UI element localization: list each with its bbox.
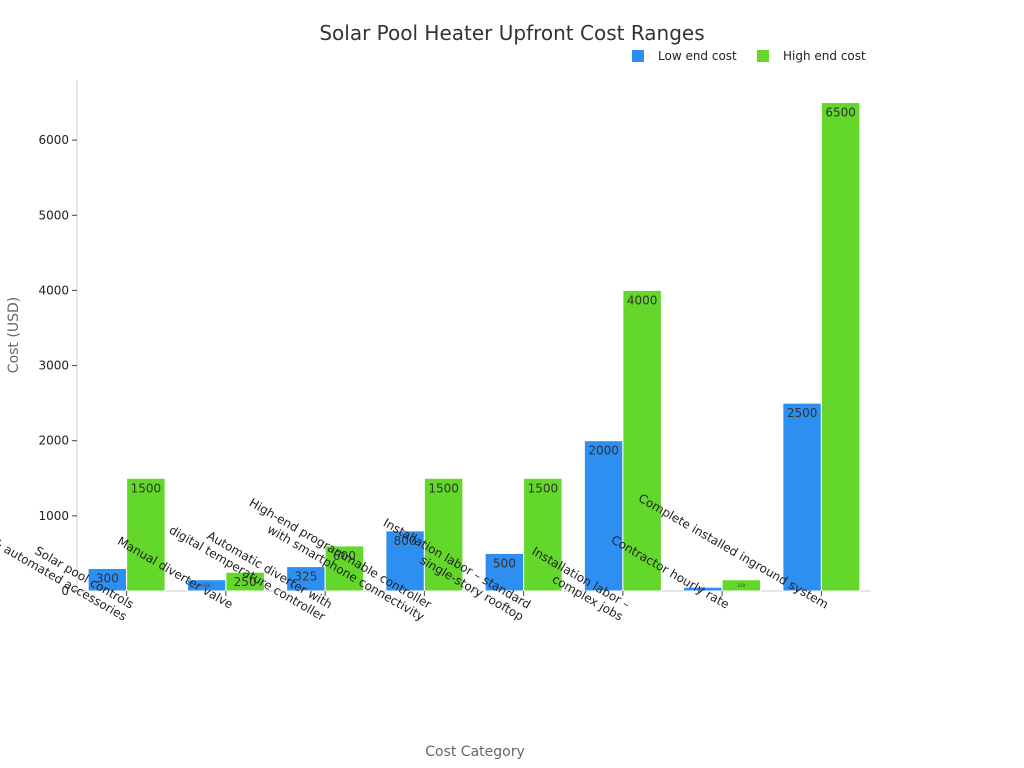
legend-swatch <box>757 50 769 62</box>
data-label: 150 <box>203 583 211 588</box>
bar <box>324 545 365 592</box>
y-axis-title: Cost (USD) <box>6 297 22 373</box>
data-label: 600 <box>333 549 356 563</box>
bar <box>583 440 624 592</box>
data-label: 150 <box>738 583 746 588</box>
bar <box>225 571 265 592</box>
bar <box>523 477 563 592</box>
data-label: 50 <box>700 587 706 592</box>
y-tick-label: 6000 <box>38 133 69 147</box>
data-label: 250 <box>234 575 257 589</box>
bar <box>126 477 166 592</box>
data-label: 325 <box>294 570 317 584</box>
data-label: 1500 <box>131 481 162 495</box>
data-label: 1500 <box>428 481 459 495</box>
x-axis-title: Cost Category <box>425 744 525 760</box>
data-label: 1500 <box>528 481 559 495</box>
bar <box>820 102 861 592</box>
data-label: 500 <box>493 556 516 570</box>
legend: Low end cost High end cost <box>632 49 866 63</box>
data-label: 4000 <box>627 293 658 307</box>
data-label: 2000 <box>588 444 619 458</box>
bar <box>385 530 425 592</box>
data-label: 2500 <box>787 406 818 420</box>
legend-label: High end cost <box>783 49 866 63</box>
y-tick-label: 5000 <box>38 208 69 222</box>
bar <box>484 552 525 592</box>
y-tick-label: 1000 <box>38 509 69 523</box>
legend-label: Low end cost <box>658 49 737 63</box>
y-tick-label: 0 <box>61 584 69 598</box>
bar <box>286 566 326 592</box>
data-label: 6500 <box>825 106 856 120</box>
bar <box>622 289 662 592</box>
data-label: 300 <box>96 571 119 585</box>
y-tick-label: 4000 <box>38 283 69 297</box>
y-tick-label: 2000 <box>38 434 69 448</box>
legend-swatch <box>632 50 644 62</box>
data-label: 800 <box>394 534 417 548</box>
y-tick-label: 3000 <box>38 359 69 373</box>
chart-title: Solar Pool Heater Upfront Cost Ranges <box>319 21 704 45</box>
bar <box>782 402 822 592</box>
bar <box>721 579 762 592</box>
bar <box>423 477 464 592</box>
